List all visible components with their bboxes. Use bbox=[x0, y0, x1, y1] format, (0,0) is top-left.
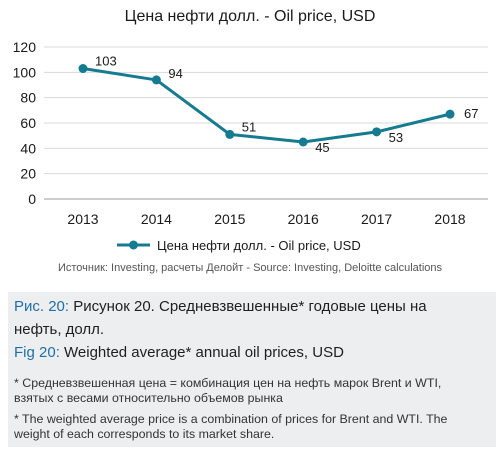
x-tick-label: 2017 bbox=[361, 211, 392, 227]
caption-en-line: Fig 20: Weighted average* annual oil pri… bbox=[14, 344, 344, 361]
caption-ru-line-2: нефть, долл. bbox=[14, 321, 105, 338]
footnote-ru-1: * Средневзвешенная цена = комбинация цен… bbox=[14, 376, 442, 390]
caption-ru-line-1: Рис. 20: Рисунок 20. Средневзвешенные* г… bbox=[14, 298, 427, 315]
x-tick-label: 2018 bbox=[434, 211, 465, 227]
footnote-en-2: weight of each corresponds to its market… bbox=[14, 427, 275, 441]
data-label: 51 bbox=[242, 119, 256, 134]
oil-price-line-chart: Цена нефти долл. - Oil price, USD 0 20 40 60… bbox=[13, 8, 488, 253]
caption-ru-prefix: Рис. 20: bbox=[14, 298, 70, 315]
y-tick-label: 60 bbox=[20, 115, 36, 131]
footnote-ru-2: взятых с весами относительно объемов рын… bbox=[14, 391, 283, 405]
data-point bbox=[445, 109, 455, 119]
caption-en-text: Weighted average* annual oil prices, USD bbox=[59, 344, 344, 361]
data-point bbox=[225, 129, 235, 139]
data-point bbox=[151, 75, 161, 85]
data-point bbox=[372, 127, 382, 137]
legend-label: Цена нефти долл. - Oil price, USD bbox=[157, 238, 361, 253]
y-tick-label: 20 bbox=[20, 166, 36, 182]
data-point bbox=[78, 64, 88, 74]
y-tick-label: 80 bbox=[20, 90, 36, 106]
data-label: 94 bbox=[168, 66, 182, 81]
x-tick-label: 2013 bbox=[67, 211, 98, 227]
legend-marker bbox=[129, 240, 138, 250]
x-tick-label: 2015 bbox=[214, 211, 245, 227]
data-label: 103 bbox=[95, 54, 117, 69]
x-tick-label: 2014 bbox=[141, 211, 172, 227]
data-label: 67 bbox=[464, 106, 478, 121]
chart-title: Цена нефти долл. - Oil price, USD bbox=[125, 8, 376, 25]
caption-box: Рис. 20: Рисунок 20. Средневзвешенные* г… bbox=[8, 292, 496, 447]
data-label: 45 bbox=[315, 140, 329, 155]
caption-ru-text-1: Рисунок 20. Средневзвешенные* годовые це… bbox=[69, 298, 427, 315]
series-line bbox=[82, 67, 451, 144]
y-tick-label: 40 bbox=[20, 140, 36, 156]
y-tick-label: 120 bbox=[13, 39, 37, 55]
y-tick-label: 100 bbox=[13, 64, 37, 80]
footnote-en-1: * The weighted average price is a combin… bbox=[14, 412, 448, 426]
caption-en-prefix: Fig 20: bbox=[14, 344, 60, 361]
data-label: 53 bbox=[389, 130, 403, 145]
x-tick-label: 2016 bbox=[288, 211, 319, 227]
data-point bbox=[298, 137, 308, 147]
y-tick-label: 0 bbox=[28, 191, 36, 207]
chart-area: Цена нефти долл. - Oil price, USD 0 20 40 60… bbox=[13, 8, 488, 274]
chart-source: Источник: Investing, расчеты Делойт - So… bbox=[57, 262, 443, 274]
